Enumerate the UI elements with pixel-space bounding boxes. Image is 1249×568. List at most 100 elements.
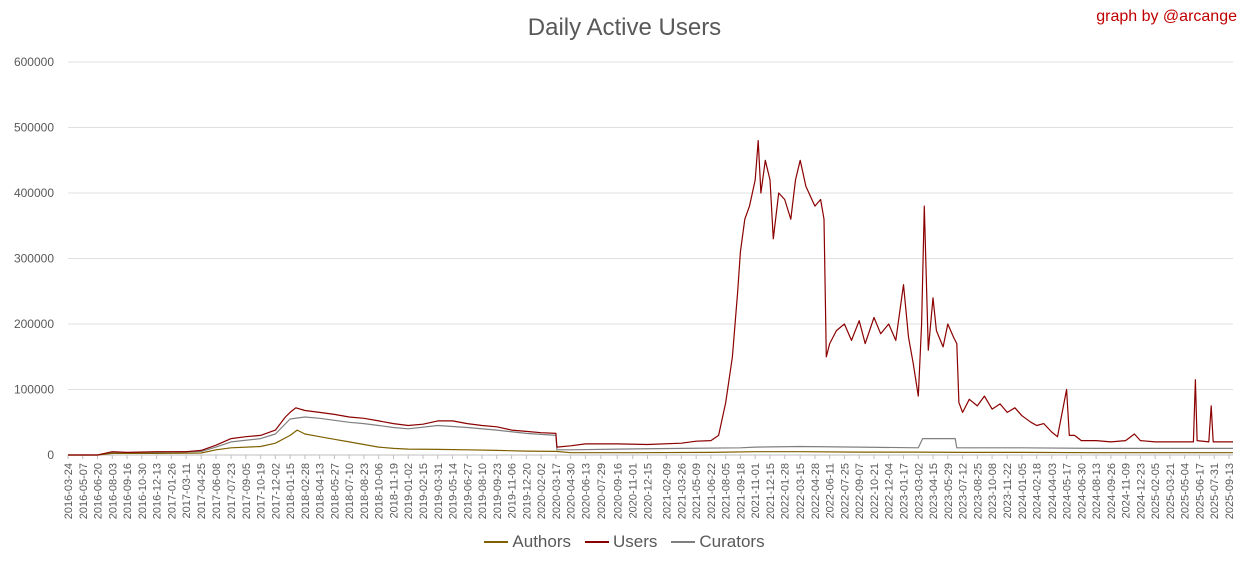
x-tick-label: 2018-10-06 — [374, 463, 386, 519]
x-tick-label: 2020-07-29 — [596, 463, 608, 519]
x-tick-label: 2025-03-21 — [1165, 463, 1177, 519]
x-tick-label: 2022-09-07 — [854, 463, 866, 519]
x-tick-label: 2023-07-12 — [958, 463, 970, 519]
x-tick-label: 2025-05-04 — [1180, 463, 1192, 519]
x-tick-label: 2017-04-25 — [196, 463, 208, 519]
x-tick-label: 2017-07-23 — [226, 463, 238, 519]
x-tick-label: 2019-02-15 — [418, 463, 430, 519]
series-line-curators — [68, 416, 1233, 456]
legend-item-curators: Curators — [671, 532, 765, 552]
x-tick-label: 2024-01-05 — [1017, 463, 1029, 519]
x-tick-label: 2019-01-02 — [403, 463, 415, 519]
x-tick-label: 2021-08-05 — [721, 463, 733, 519]
x-tick-label: 2022-01-28 — [780, 463, 792, 519]
y-tick-label: 400000 — [14, 186, 54, 200]
x-tick-label: 2025-06-17 — [1194, 463, 1206, 519]
y-axis-ticks: 0 100000 200000 300000 400000 500000 600000 — [14, 55, 54, 462]
x-tick-label: 2017-03-11 — [181, 463, 193, 518]
x-tick-label: 2019-06-27 — [462, 463, 474, 519]
x-tick-label: 2023-08-25 — [972, 463, 984, 519]
x-tick-label: 2021-03-26 — [676, 463, 688, 519]
x-tick-label: 2016-12-13 — [152, 463, 164, 519]
x-tick-label: 2016-06-20 — [93, 463, 105, 519]
x-tick-label: 2016-10-30 — [137, 463, 149, 519]
legend-item-users: Users — [585, 532, 657, 552]
x-tick-label: 2021-11-01 — [750, 463, 762, 518]
x-tick-label: 2017-12-02 — [270, 463, 282, 519]
x-tick-label: 2020-12-15 — [642, 463, 654, 519]
x-tick-label: 2020-06-13 — [580, 463, 592, 519]
x-tick-label: 2019-08-10 — [477, 463, 489, 519]
x-tick-label: 2019-03-31 — [433, 463, 445, 519]
x-tick-label: 2024-02-18 — [1032, 463, 1044, 519]
legend-label: Authors — [512, 532, 571, 551]
chart-title: Daily Active Users — [527, 14, 722, 41]
x-tick-label: 2022-10-21 — [869, 463, 881, 519]
x-tick-label: 2021-09-18 — [735, 463, 747, 519]
x-tick-label: 2023-04-15 — [928, 463, 940, 519]
grid-lines — [68, 61, 1233, 456]
y-tick-label: 100000 — [14, 383, 54, 397]
x-tick-label: 2021-06-22 — [706, 463, 718, 519]
x-tick-label: 2020-02-02 — [536, 463, 548, 519]
y-tick-label: 0 — [47, 448, 54, 462]
x-tick-label: 2016-09-16 — [122, 463, 134, 519]
x-tick-label: 2020-03-17 — [551, 463, 563, 519]
legend-label: Users — [613, 532, 658, 551]
x-tick-label: 2022-04-28 — [810, 463, 822, 519]
x-tick-label: 2022-12-04 — [884, 463, 896, 519]
x-tick-label: 2017-01-26 — [166, 463, 178, 519]
x-tick-label: 2016-08-03 — [107, 463, 119, 519]
x-tick-label: 2021-02-09 — [661, 463, 673, 519]
x-tick-label: 2018-01-15 — [285, 463, 297, 519]
x-tick-label: 2022-03-15 — [795, 463, 807, 519]
legend-label: Curators — [699, 532, 765, 551]
x-tick-label: 2016-05-07 — [78, 463, 90, 519]
series-line-authors — [68, 429, 1233, 456]
x-tick-label: 2020-09-16 — [612, 463, 624, 519]
x-tick-label: 2017-09-05 — [241, 463, 253, 519]
x-tick-label: 2018-04-13 — [315, 463, 327, 519]
x-tick-label: 2024-11-09 — [1121, 463, 1133, 518]
x-tick-label: 2018-05-27 — [329, 463, 341, 519]
y-tick-label: 500000 — [14, 121, 54, 135]
x-tick-label: 2024-12-23 — [1135, 463, 1147, 519]
legend-swatch — [585, 541, 609, 543]
x-tick-label: 2016-03-24 — [63, 463, 75, 519]
x-tick-label: 2017-06-08 — [211, 463, 223, 519]
x-tick-label: 2019-12-20 — [521, 463, 533, 519]
x-tick-label: 2024-09-26 — [1106, 463, 1118, 519]
x-tick-label: 2024-08-13 — [1091, 463, 1103, 519]
x-tick-label: 2025-09-13 — [1224, 463, 1236, 519]
x-tick-label: 2022-07-25 — [839, 463, 851, 519]
x-tick-label: 2025-07-31 — [1209, 463, 1221, 519]
x-tick-label: 2018-07-10 — [344, 463, 356, 519]
x-tick-label: 2023-03-02 — [913, 463, 925, 519]
x-tick-label: 2024-05-17 — [1062, 463, 1074, 519]
series-line-users — [68, 140, 1233, 456]
legend-swatch — [671, 541, 696, 543]
legend-swatch — [484, 541, 509, 543]
x-tick-label: 2023-10-08 — [987, 463, 999, 519]
x-tick-label: 2022-06-11 — [825, 463, 837, 518]
y-tick-label: 600000 — [14, 55, 54, 69]
x-tick-label: 2019-11-06 — [507, 463, 519, 518]
x-tick-label: 2024-04-03 — [1047, 463, 1059, 519]
x-axis-ticks: 2016-03-24 2016-05-07 2016-06-20 2016-08-03… — [63, 455, 1236, 519]
x-tick-label: 2018-11-19 — [388, 463, 400, 518]
x-tick-label: 2017-10-19 — [256, 463, 268, 519]
legend: Authors Users Curators — [0, 532, 1249, 552]
x-tick-label: 2023-05-29 — [943, 463, 955, 519]
series-lines — [68, 140, 1233, 456]
y-tick-label: 200000 — [14, 317, 54, 331]
x-tick-label: 2021-12-15 — [765, 463, 777, 519]
x-tick-label: 2018-08-23 — [359, 463, 371, 519]
y-tick-label: 300000 — [14, 252, 54, 266]
x-tick-label: 2019-09-23 — [492, 463, 504, 519]
legend-item-authors: Authors — [484, 532, 571, 552]
graph-credit: graph by @arcange — [1096, 8, 1237, 25]
x-tick-label: 2021-05-09 — [691, 463, 703, 519]
x-tick-label: 2024-06-30 — [1076, 463, 1088, 519]
